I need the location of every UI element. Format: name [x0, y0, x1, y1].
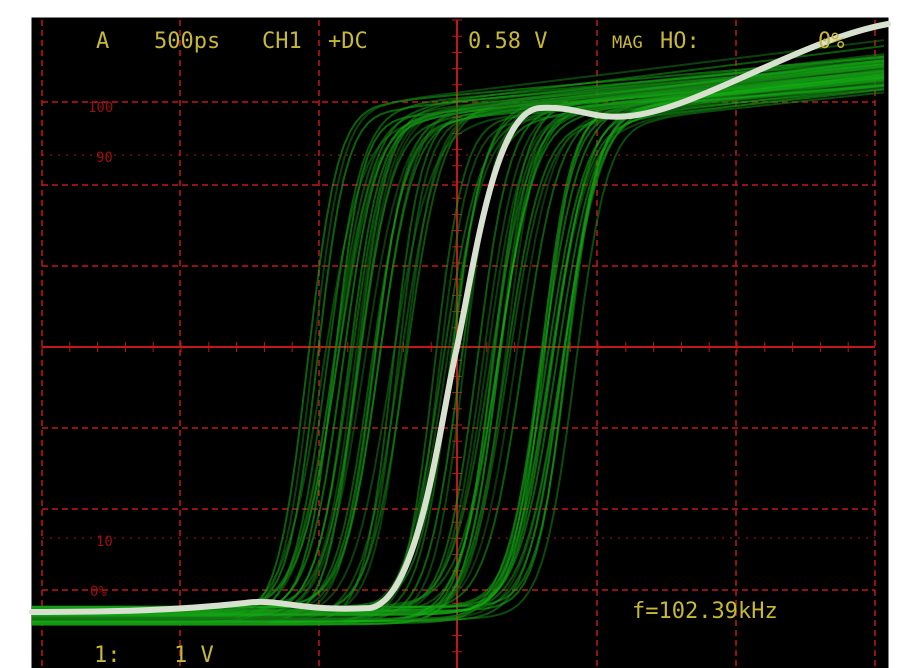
scale-0: 0%: [90, 584, 107, 600]
scale-90: 90: [96, 150, 113, 166]
mag: MAG: [612, 33, 643, 53]
coupling: +DC: [328, 29, 368, 54]
oscilloscope-screen: A 500ps CH1 +DC 0.58 V MAG HO: 0% 100 90…: [0, 0, 918, 668]
holdoff: 0%: [818, 29, 845, 54]
trigger: A: [96, 29, 109, 54]
timebase: 500ps: [154, 29, 220, 54]
channel-num: 1:: [94, 643, 121, 668]
holdoff-label: HO:: [660, 29, 700, 54]
volts-per-div: 1 V: [174, 643, 214, 668]
scale-10: 10: [96, 534, 113, 550]
channel: CH1: [262, 29, 302, 54]
frequency: f=102.39kHz: [632, 599, 778, 624]
scale-100: 100: [88, 100, 113, 116]
level: 0.58 V: [468, 29, 547, 54]
